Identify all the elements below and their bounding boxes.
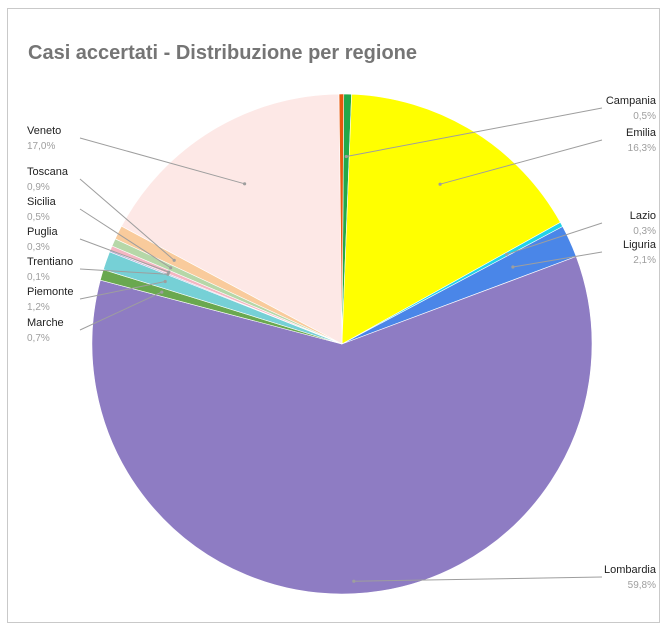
label-sicilia: Sicilia: [27, 196, 57, 208]
label-puglia: Puglia: [27, 226, 58, 238]
label-liguria: Liguria: [623, 239, 657, 251]
leader-dot-campania: [344, 154, 348, 159]
leader-dot-sicilia: [169, 266, 173, 270]
chart-title: Casi accertati - Distribuzione per regio…: [28, 42, 417, 64]
leader-dot-veneto: [243, 182, 247, 186]
value-liguria: 2,1%: [633, 255, 656, 266]
value-lazio: 0,3%: [633, 226, 656, 237]
label-veneto: Veneto: [27, 125, 61, 137]
leader-line-emilia: [439, 139, 603, 185]
slice-veneto[interactable]: [121, 93, 343, 345]
leader-dot-marche: [160, 290, 164, 294]
leader-dot-puglia: [167, 270, 171, 274]
slice-other[interactable]: [338, 93, 345, 345]
leader-dot-toscana: [172, 258, 176, 262]
value-lombardia: 59,8%: [628, 580, 656, 591]
value-marche: 0,7%: [27, 333, 50, 344]
value-veneto: 17,0%: [27, 141, 55, 152]
leader-line-veneto: [79, 137, 245, 185]
leader-line-campania: [346, 107, 603, 157]
value-trentiano: 0,1%: [27, 272, 50, 283]
value-emilia: 16,3%: [628, 143, 656, 154]
value-puglia: 0,3%: [27, 242, 50, 253]
label-lazio: Lazio: [630, 210, 656, 222]
leader-line-lazio: [506, 222, 603, 255]
label-marche: Marche: [27, 317, 64, 329]
value-piemonte: 1,2%: [27, 302, 50, 313]
leader-line-liguria: [512, 251, 603, 268]
leader-line-sicilia: [79, 208, 171, 269]
pie-labels: Campania 0,5% Emilia 16,3% Lazio 0,3% Liguria 2…: [27, 95, 657, 591]
leader-line-puglia: [79, 238, 169, 273]
value-sicilia: 0,5%: [27, 212, 50, 223]
value-campania: 0,5%: [633, 111, 656, 122]
label-toscana: Toscana: [27, 166, 69, 178]
leader-line-piemonte: [79, 281, 166, 300]
leader-dot-liguria: [511, 265, 515, 269]
label-trentiano: Trentiano: [27, 256, 73, 268]
pie-slices: [91, 93, 593, 595]
slice-emilia[interactable]: [341, 93, 561, 345]
leader-dot-emilia: [438, 182, 442, 186]
label-piemonte: Piemonte: [27, 286, 73, 298]
label-lombardia: Lombardia: [604, 564, 657, 576]
leader-line-marche: [79, 291, 163, 331]
leader-dot-piemonte: [163, 279, 167, 284]
slice-lombardia[interactable]: [91, 256, 593, 595]
label-campania: Campania: [606, 95, 657, 107]
leader-line-trentiano: [79, 268, 168, 275]
leader-line-toscana: [79, 178, 175, 261]
leader-line-lombardia: [353, 576, 603, 582]
value-toscana: 0,9%: [27, 182, 50, 193]
label-emilia: Emilia: [626, 127, 657, 139]
leader-dot-lombardia: [352, 579, 356, 583]
leader-dot-lazio: [505, 252, 509, 256]
